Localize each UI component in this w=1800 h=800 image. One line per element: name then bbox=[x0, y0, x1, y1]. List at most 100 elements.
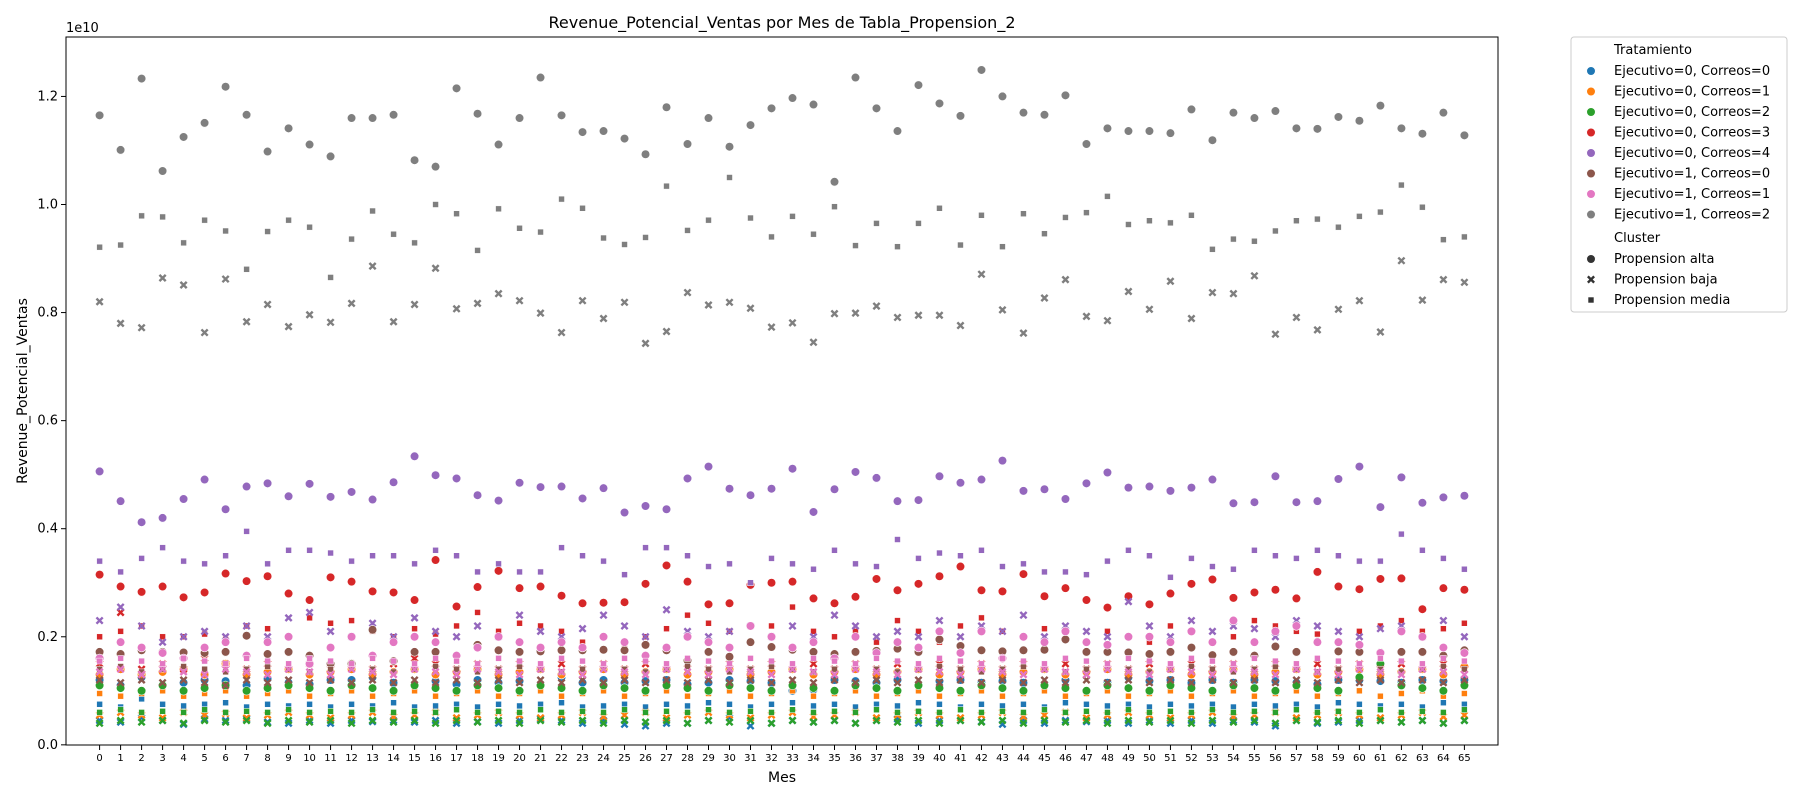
data-point bbox=[976, 645, 987, 655]
data-point bbox=[283, 123, 294, 133]
data-point bbox=[810, 692, 817, 700]
x-tick-label: 33 bbox=[786, 753, 799, 764]
data-point bbox=[787, 577, 798, 587]
data-point bbox=[934, 634, 945, 645]
y-tick-label: 0.4 bbox=[37, 522, 58, 537]
data-point bbox=[220, 82, 231, 92]
data-point bbox=[789, 706, 796, 713]
data-point bbox=[1146, 217, 1153, 224]
data-point bbox=[955, 478, 966, 488]
data-point bbox=[347, 299, 356, 308]
data-point bbox=[1019, 670, 1028, 679]
data-point bbox=[957, 241, 964, 249]
data-point bbox=[768, 657, 775, 665]
data-point bbox=[368, 716, 377, 725]
data-point bbox=[285, 706, 292, 713]
data-point bbox=[200, 627, 209, 636]
data-point bbox=[850, 72, 861, 83]
x-tick-label: 64 bbox=[1437, 753, 1450, 764]
data-point bbox=[96, 657, 103, 665]
data-point bbox=[556, 645, 567, 655]
data-point bbox=[431, 627, 440, 636]
x-tick-label: 6 bbox=[222, 753, 228, 764]
x-tick-label: 2 bbox=[138, 753, 144, 764]
data-point bbox=[1270, 106, 1281, 116]
data-point bbox=[766, 686, 777, 696]
data-point bbox=[663, 182, 670, 190]
data-point bbox=[409, 155, 420, 165]
data-point bbox=[1396, 123, 1407, 133]
data-point bbox=[1460, 670, 1469, 679]
data-point bbox=[1313, 718, 1322, 727]
data-point bbox=[430, 555, 441, 565]
data-point bbox=[873, 692, 880, 700]
data-point bbox=[515, 296, 524, 305]
data-point bbox=[913, 579, 924, 589]
data-point bbox=[116, 678, 125, 687]
data-point bbox=[1292, 716, 1301, 725]
data-point bbox=[1228, 615, 1239, 626]
data-point bbox=[327, 620, 334, 627]
y-tick-label: 0.8 bbox=[37, 306, 58, 321]
data-point bbox=[809, 678, 818, 687]
legend-hue-label: Ejecutivo=1, Correos=2 bbox=[1614, 208, 1770, 223]
data-point bbox=[661, 102, 672, 112]
legend-hue-marker bbox=[1586, 209, 1596, 220]
data-point bbox=[705, 216, 712, 224]
data-point bbox=[705, 699, 712, 706]
data-point bbox=[493, 566, 504, 576]
data-point bbox=[1417, 683, 1428, 693]
data-point bbox=[872, 676, 881, 684]
data-point bbox=[809, 659, 818, 668]
data-point bbox=[1103, 665, 1112, 674]
data-point bbox=[283, 632, 294, 642]
data-point bbox=[1271, 678, 1280, 687]
data-point bbox=[159, 544, 166, 551]
data-point bbox=[1167, 574, 1174, 581]
x-tick-label: 37 bbox=[870, 753, 883, 764]
data-point bbox=[1335, 708, 1342, 715]
data-point bbox=[494, 289, 503, 298]
data-point bbox=[242, 716, 251, 725]
data-point bbox=[1292, 313, 1301, 322]
legend-hue-label: Ejecutivo=0, Correos=0 bbox=[1614, 64, 1770, 79]
data-point bbox=[1041, 706, 1048, 713]
data-point bbox=[264, 228, 271, 235]
data-point bbox=[1250, 624, 1259, 633]
data-point bbox=[1335, 657, 1342, 665]
data-point bbox=[368, 262, 377, 271]
x-tick-label: 7 bbox=[243, 753, 249, 764]
data-point bbox=[640, 149, 651, 159]
data-point bbox=[493, 496, 504, 506]
data-point bbox=[410, 613, 419, 622]
data-point bbox=[536, 627, 545, 636]
legend-hue-marker bbox=[1586, 107, 1596, 117]
data-point bbox=[1082, 312, 1091, 321]
data-point bbox=[1207, 574, 1218, 585]
data-point bbox=[409, 647, 420, 657]
data-point bbox=[1188, 655, 1195, 662]
data-point bbox=[1396, 626, 1407, 636]
data-point bbox=[998, 676, 1007, 684]
data-point bbox=[537, 228, 544, 236]
data-point bbox=[851, 678, 860, 687]
data-point bbox=[1335, 699, 1342, 706]
x-tick-label: 0 bbox=[96, 753, 102, 764]
data-point bbox=[1146, 552, 1153, 559]
data-point bbox=[1440, 625, 1447, 632]
data-point bbox=[199, 118, 210, 128]
data-point bbox=[285, 547, 292, 554]
data-point bbox=[705, 620, 712, 627]
data-point bbox=[515, 611, 524, 620]
data-point bbox=[767, 670, 776, 679]
data-point bbox=[810, 566, 817, 573]
legend-hue-label: Ejecutivo=0, Correos=4 bbox=[1614, 146, 1770, 161]
data-point bbox=[1272, 227, 1279, 235]
data-point bbox=[535, 581, 546, 592]
data-point bbox=[241, 631, 252, 641]
data-point bbox=[725, 298, 734, 307]
data-point bbox=[577, 642, 588, 653]
data-point bbox=[1060, 634, 1071, 645]
legend-style-title: Cluster bbox=[1614, 231, 1661, 246]
data-point bbox=[473, 665, 482, 674]
